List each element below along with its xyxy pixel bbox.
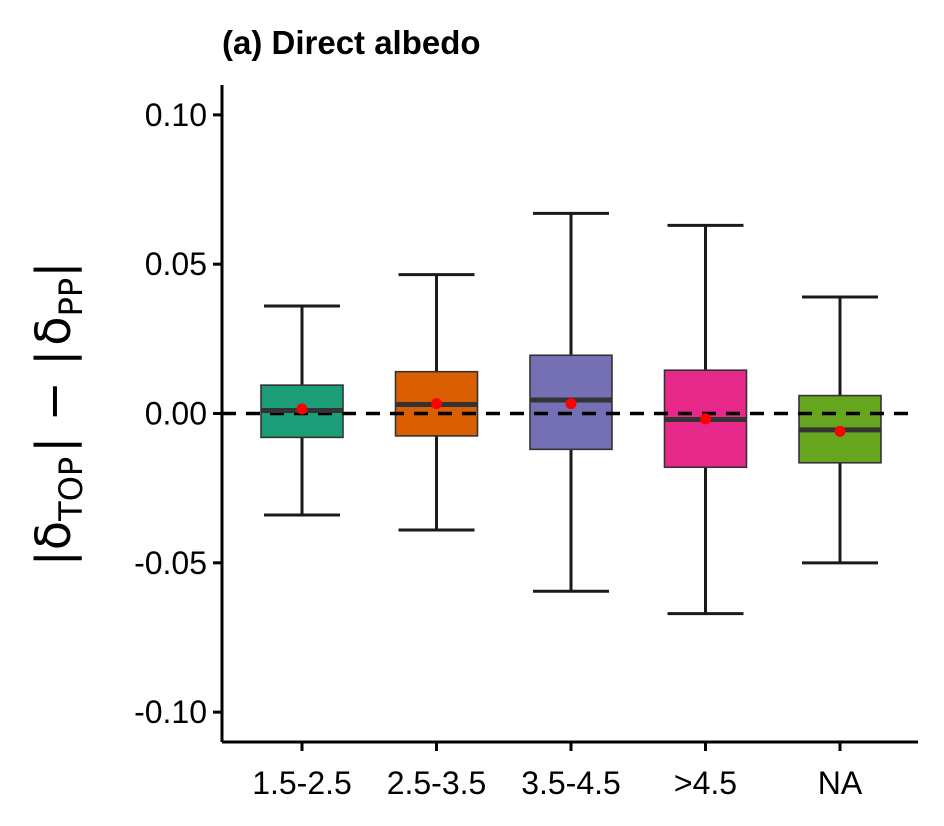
y-tick-label: -0.10: [134, 694, 207, 730]
y-tick-label: 0.10: [145, 97, 207, 133]
mean-point: [700, 413, 711, 425]
y-tick-label: -0.05: [134, 545, 207, 581]
y-tick-label: 0.05: [145, 246, 207, 282]
mean-point: [565, 398, 577, 410]
mean-point: [431, 398, 442, 410]
x-tick-label: NA: [818, 765, 863, 801]
x-tick-label: >4.5: [674, 765, 737, 801]
mean-point: [834, 425, 846, 437]
y-axis-label: |δTOP| − |δPP|: [26, 262, 90, 567]
plot-area: [222, 211, 918, 616]
mean-point: [296, 403, 308, 415]
x-tick-label: 3.5-4.5: [521, 765, 621, 801]
x-tick-label: 2.5-3.5: [387, 765, 487, 801]
axes: -0.10 -0.05 0.00 0.05 0.10 1.5-2.5 2.5-3.5 3.5-…: [134, 85, 918, 801]
y-tick-label: 0.00: [145, 396, 207, 432]
chart-title: (a) Direct albedo: [222, 24, 481, 61]
x-tick-label: 1.5-2.5: [252, 765, 352, 801]
